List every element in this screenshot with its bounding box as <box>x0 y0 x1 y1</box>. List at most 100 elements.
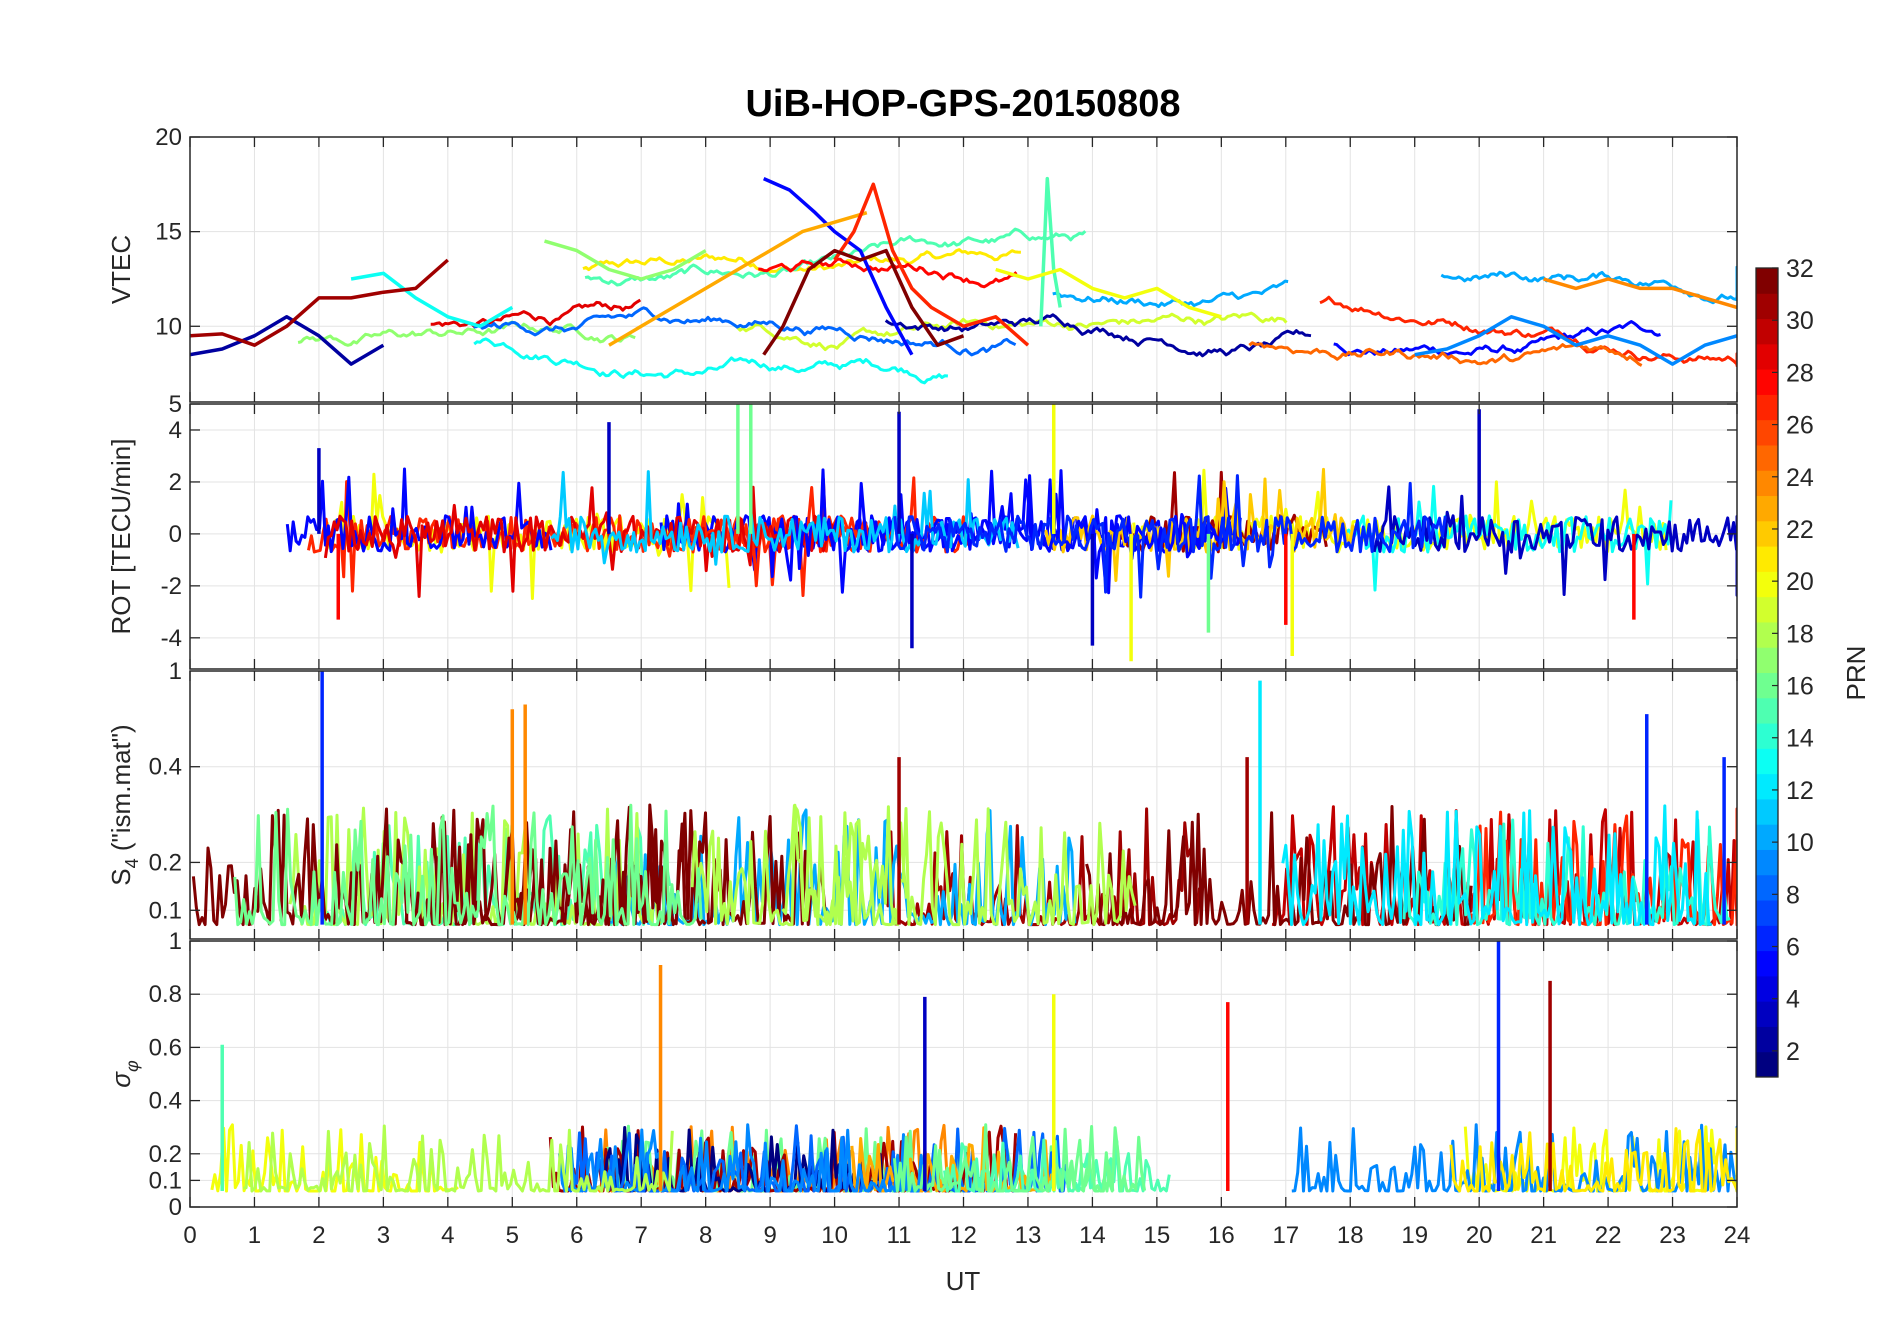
x-tick-label: 15 <box>1144 1222 1171 1249</box>
x-tick-label: 4 <box>441 1222 454 1249</box>
x-tick-label: 17 <box>1272 1222 1299 1249</box>
noise-trace-prn-19 <box>733 311 1288 352</box>
series-prn-9 <box>1414 315 1737 366</box>
panel-vtec-ylabel: VTEC <box>106 235 136 304</box>
colorbar-segment <box>1756 546 1778 572</box>
colorbar-segment <box>1756 1001 1778 1027</box>
noise-trace-prn-16 <box>233 803 703 927</box>
series-prn-15 <box>1039 176 1062 327</box>
colorbar-segment <box>1756 849 1778 876</box>
colorbar-segment <box>1756 824 1778 850</box>
colorbar-segment <box>1756 697 1778 724</box>
noise-trace-prn-15 <box>584 227 1087 287</box>
colorbar-segment <box>1756 318 1778 345</box>
x-tick-label: 22 <box>1595 1222 1622 1249</box>
noise-trace-prn-29 <box>430 298 642 329</box>
colorbar-segment <box>1756 596 1778 623</box>
series-prn-27 <box>833 182 1030 347</box>
x-tick-label: 1 <box>248 1222 261 1249</box>
noise-trace-prn-18 <box>690 803 908 927</box>
noise-trace-prn-10 <box>1052 279 1289 309</box>
colorbar-segment <box>1756 950 1778 977</box>
colorbar-segment <box>1756 773 1778 800</box>
noise-trace-prn-16 <box>892 1123 1147 1193</box>
colorbar-segment <box>1756 495 1778 522</box>
colorbar-segment <box>1756 748 1778 775</box>
panel-vtec: 10 15 20 VTEC <box>106 124 1738 403</box>
panel-vtec-ytick-label: 15 <box>155 219 182 246</box>
panel-rot-ylabel: ROT [TECU/min] <box>106 439 136 635</box>
x-tick-label: 9 <box>763 1222 776 1249</box>
series-prn-17 <box>544 239 707 281</box>
x-tick-label: 6 <box>570 1222 583 1249</box>
x-tick-label: 16 <box>1208 1222 1235 1249</box>
panel-s4-ylabel: S4 ("ism.mat") <box>106 724 142 885</box>
colorbar-tick-label: 20 <box>1786 568 1814 596</box>
panel-s4-ytick-label: 0.4 <box>149 754 182 781</box>
colorbar-tick-label: 22 <box>1786 516 1814 544</box>
colorbar-tick-label: 10 <box>1786 829 1814 857</box>
noise-trace-prn-20 <box>210 1123 459 1193</box>
x-tick-label: 7 <box>635 1222 648 1249</box>
noise-trace-prn-28 <box>758 257 1018 289</box>
colorbar-segment <box>1756 874 1778 901</box>
colorbar-segment <box>1756 470 1778 497</box>
panel-rot-ytick-label: 5 <box>169 391 182 418</box>
panel-sigma-ytick-label: 0.8 <box>149 981 182 1008</box>
colorbar-tick-label: 12 <box>1786 777 1814 805</box>
panel-rot-ytick-label: 4 <box>169 417 182 444</box>
x-tick-label: 18 <box>1337 1222 1364 1249</box>
colorbar-segment <box>1756 343 1778 370</box>
x-tick-label: 12 <box>950 1222 977 1249</box>
x-tick-label: 8 <box>699 1222 712 1249</box>
panel-s4-traces <box>191 671 1737 927</box>
noise-trace-prn-21 <box>582 248 1021 275</box>
colorbar-segment <box>1756 444 1778 471</box>
x-tick-label: 19 <box>1401 1222 1428 1249</box>
panel-s4-ytick-label: 0.2 <box>149 849 182 876</box>
noise-trace-prn-13 <box>473 337 949 385</box>
x-tick-label: 5 <box>506 1222 519 1249</box>
x-tick-label: 0 <box>183 1222 196 1249</box>
series-prn-5 <box>762 176 914 356</box>
panel-sigma-traces <box>210 941 1737 1193</box>
noise-trace-prn-6 <box>893 474 1447 599</box>
panel-sigma: 00.10.2 0.4 0.6 0.8 1 σφ <box>106 928 1738 1221</box>
x-tick-label: 11 <box>887 1222 912 1249</box>
colorbar-segment <box>1756 394 1778 421</box>
noise-trace-prn-2 <box>884 313 1312 358</box>
noise-trace-prn-5 <box>285 467 553 554</box>
panel-rot-ytick-label: -4 <box>161 625 182 652</box>
x-tick-label: 2 <box>312 1222 325 1249</box>
colorbar-segment <box>1756 621 1778 648</box>
panel-sigma-ytick-label: 0.4 <box>149 1088 182 1115</box>
colorbar-segment <box>1756 975 1778 1002</box>
panel-vtec-ytick-label: 20 <box>155 124 182 151</box>
panel-sigma-ylabel: σφ <box>106 1060 142 1088</box>
colorbar-segment <box>1756 419 1778 446</box>
colorbar-tick-label: 8 <box>1786 881 1800 909</box>
panel-rot-traces <box>285 404 1737 662</box>
panel-sigma-ytick-label: 0.6 <box>149 1034 182 1061</box>
noise-trace-prn-29 <box>323 485 839 598</box>
panel-sigma-ytick-label: 0 <box>169 1194 182 1221</box>
noise-trace-prn-11 <box>550 470 1020 566</box>
colorbar-tick-label: 18 <box>1786 620 1814 648</box>
colorbar-segment <box>1756 1051 1778 1078</box>
noise-trace-prn-8 <box>473 306 1017 357</box>
noise-trace-prn-27 <box>1319 295 1737 368</box>
colorbar-tick-label: 4 <box>1786 986 1800 1014</box>
colorbar-segment <box>1756 647 1778 673</box>
x-tick-label: 14 <box>1079 1222 1106 1249</box>
panel-s4: 0.1 0.2 0.4 1 S4 ("ism.mat") <box>106 658 1738 940</box>
x-axis: 0 1 2 3 4 5 6 7 8 9 10 11 12 13 14 15 16 17 18 19 20 21 22 23 24 <box>183 1222 1750 1249</box>
chart-title: UiB-HOP-GPS-20150808 <box>745 83 1180 125</box>
colorbar-segment <box>1756 798 1778 825</box>
colorbar-tick-label: 26 <box>1786 412 1814 440</box>
colorbar-segment <box>1756 672 1778 699</box>
x-tick-label: 10 <box>821 1222 848 1249</box>
colorbar-tick-label: 24 <box>1786 464 1814 492</box>
